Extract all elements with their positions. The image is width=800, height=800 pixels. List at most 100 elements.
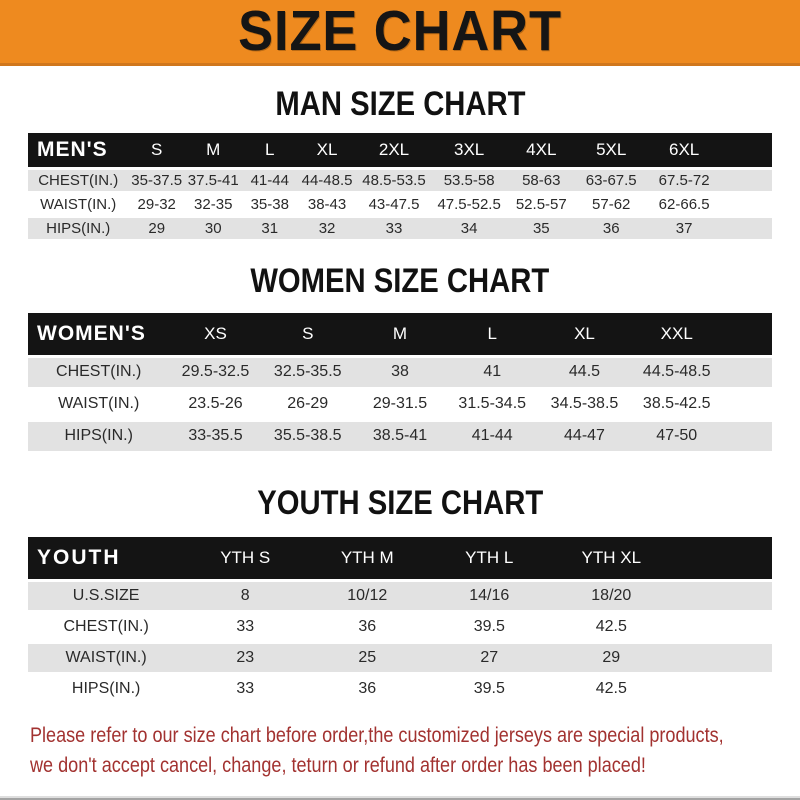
column-header: YTH L <box>428 537 551 580</box>
table-cell: 47.5-52.5 <box>431 194 507 216</box>
women-size-table: WOMEN'S XS S M L XL XXL CHEST(IN.) 29.5-… <box>28 310 772 454</box>
table-cell: 29-31.5 <box>353 389 447 419</box>
filler-cell <box>722 421 772 451</box>
men-size-table: MEN'S S M L XL 2XL 3XL 4XL 5XL 6XL CHEST… <box>28 130 772 242</box>
table-cell: 10/12 <box>306 582 429 611</box>
table-cell: 37.5-41 <box>184 170 242 192</box>
column-header: S <box>261 312 354 355</box>
column-header: 3XL <box>431 133 507 168</box>
women-size-chart-section: WOMEN SIZE CHART WOMEN'S XS S M L XL XXL… <box>0 262 800 454</box>
order-policy-note: Please refer to our size chart before or… <box>30 721 800 781</box>
table-cell: 44.5 <box>538 357 631 387</box>
table-cell: 29 <box>550 644 673 673</box>
column-header: L <box>446 312 539 355</box>
table-cell: 43-47.5 <box>356 194 432 216</box>
table-cell: 41 <box>446 357 539 387</box>
column-header: XL <box>538 312 631 355</box>
man-section-title: MAN SIZE CHART <box>0 85 800 123</box>
table-cell: 32-35 <box>184 194 242 216</box>
row-label: U.S.SIZE <box>28 582 185 611</box>
table-cell: 58-63 <box>506 170 577 192</box>
table-cell: 38.5-42.5 <box>630 389 723 419</box>
table-row-chest: CHEST(IN.) 33 36 39.5 42.5 <box>28 613 772 642</box>
table-cell: 31 <box>241 218 299 240</box>
table-cell: 23 <box>184 644 307 673</box>
youth-section-title-text: YOUTH SIZE CHART <box>257 483 543 522</box>
filler-cell <box>722 170 772 192</box>
table-cell: 41-44 <box>446 421 539 451</box>
table-cell: 38.5-41 <box>353 421 447 451</box>
table-row-hips: HIPS(IN.) 33 36 39.5 42.5 <box>28 675 772 704</box>
table-cell: 44.5-48.5 <box>630 357 723 387</box>
table-cell: 63-67.5 <box>576 170 647 192</box>
table-cell: 37 <box>646 218 723 240</box>
filler-cell <box>722 312 772 355</box>
table-cell: 27 <box>428 644 551 673</box>
table-cell: 29.5-32.5 <box>169 357 262 387</box>
table-cell: 29 <box>128 218 185 240</box>
column-header: 4XL <box>506 133 577 168</box>
column-header: M <box>184 133 242 168</box>
row-label: HIPS(IN.) <box>28 421 170 451</box>
table-cell: 34.5-38.5 <box>538 389 631 419</box>
filler-cell <box>722 389 772 419</box>
filler-cell <box>672 537 772 580</box>
table-row-us-size: U.S.SIZE 8 10/12 14/16 18/20 <box>28 582 772 611</box>
column-header: XXL <box>630 312 723 355</box>
table-cell: 32 <box>298 218 357 240</box>
row-label: CHEST(IN.) <box>28 170 129 192</box>
man-section-title-text: MAN SIZE CHART <box>274 85 526 123</box>
filler-cell <box>672 675 772 704</box>
banner-title: SIZE CHART <box>238 0 562 63</box>
table-cell: 35.5-38.5 <box>261 421 354 451</box>
table-cell: 41-44 <box>241 170 299 192</box>
column-header: 6XL <box>646 133 723 168</box>
table-cell: 33 <box>184 675 307 704</box>
column-header: 5XL <box>576 133 647 168</box>
table-cell: 29-32 <box>128 194 185 216</box>
column-header: M <box>353 312 447 355</box>
column-header: YTH XL <box>550 537 673 580</box>
row-label: HIPS(IN.) <box>28 218 129 240</box>
table-cell: 36 <box>306 675 429 704</box>
bottom-edge <box>0 796 800 800</box>
table-cell: 38-43 <box>298 194 357 216</box>
row-label: WAIST(IN.) <box>28 644 185 673</box>
youth-section-title: YOUTH SIZE CHART <box>0 483 800 522</box>
youth-table-label: YOUTH <box>28 537 185 580</box>
men-header-row: MEN'S S M L XL 2XL 3XL 4XL 5XL 6XL <box>28 133 772 168</box>
man-size-chart-section: MAN SIZE CHART MEN'S S M L XL 2XL 3XL 4X… <box>0 85 800 242</box>
table-cell: 8 <box>184 582 307 611</box>
table-cell: 18/20 <box>550 582 673 611</box>
table-cell: 34 <box>431 218 507 240</box>
table-row-waist: WAIST(IN.) 29-32 32-35 35-38 38-43 43-47… <box>28 194 772 216</box>
women-section-title-text: WOMEN SIZE CHART <box>250 262 550 301</box>
table-cell: 33 <box>184 613 307 642</box>
column-header: 2XL <box>356 133 432 168</box>
table-cell: 36 <box>576 218 647 240</box>
table-cell: 36 <box>306 613 429 642</box>
table-cell: 39.5 <box>428 675 551 704</box>
table-cell: 33-35.5 <box>169 421 262 451</box>
column-header: XS <box>169 312 262 355</box>
youth-header-row: YOUTH YTH S YTH M YTH L YTH XL <box>28 537 772 580</box>
column-header: YTH M <box>306 537 429 580</box>
table-cell: 42.5 <box>550 613 673 642</box>
row-label: CHEST(IN.) <box>28 357 170 387</box>
table-cell: 53.5-58 <box>431 170 507 192</box>
table-cell: 32.5-35.5 <box>261 357 354 387</box>
table-row-waist: WAIST(IN.) 23 25 27 29 <box>28 644 772 673</box>
table-cell: 44-47 <box>538 421 631 451</box>
column-header: L <box>241 133 299 168</box>
table-cell: 44-48.5 <box>298 170 357 192</box>
table-row-chest: CHEST(IN.) 35-37.5 37.5-41 41-44 44-48.5… <box>28 170 772 192</box>
size-chart-banner: SIZE CHART <box>0 0 800 66</box>
column-header: XL <box>298 133 357 168</box>
youth-size-table: YOUTH YTH S YTH M YTH L YTH XL U.S.SIZE … <box>28 534 772 706</box>
row-label: WAIST(IN.) <box>28 194 129 216</box>
women-table-label: WOMEN'S <box>28 312 170 355</box>
filler-cell <box>722 194 772 216</box>
order-policy-line-1: Please refer to our size chart before or… <box>30 724 724 748</box>
table-row-waist: WAIST(IN.) 23.5-26 26-29 29-31.5 31.5-34… <box>28 389 772 419</box>
table-cell: 52.5-57 <box>506 194 577 216</box>
